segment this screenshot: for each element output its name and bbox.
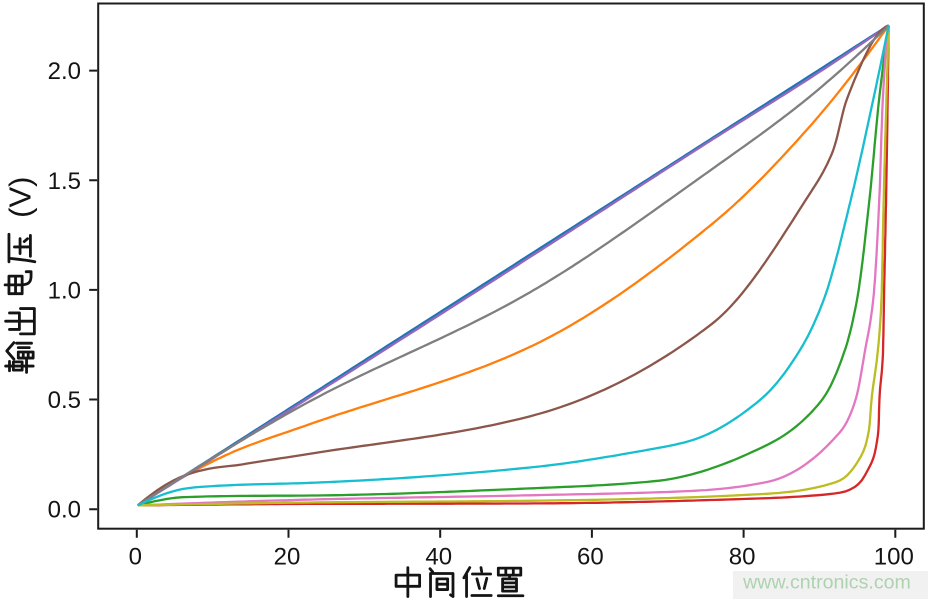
svg-text:1.0: 1.0 <box>48 277 81 304</box>
svg-text:2.0: 2.0 <box>48 58 81 85</box>
svg-text:80: 80 <box>729 544 756 571</box>
svg-text:1.5: 1.5 <box>48 168 81 195</box>
svg-text:60: 60 <box>577 544 604 571</box>
svg-text:(V): (V) <box>3 176 38 217</box>
svg-text:www.cntronics.com: www.cntronics.com <box>742 572 911 594</box>
svg-text:0: 0 <box>129 544 142 571</box>
svg-text:40: 40 <box>425 544 452 571</box>
svg-text:0.5: 0.5 <box>48 387 81 414</box>
svg-text:0.0: 0.0 <box>48 497 81 524</box>
svg-text:20: 20 <box>274 544 301 571</box>
svg-text:100: 100 <box>874 544 914 571</box>
